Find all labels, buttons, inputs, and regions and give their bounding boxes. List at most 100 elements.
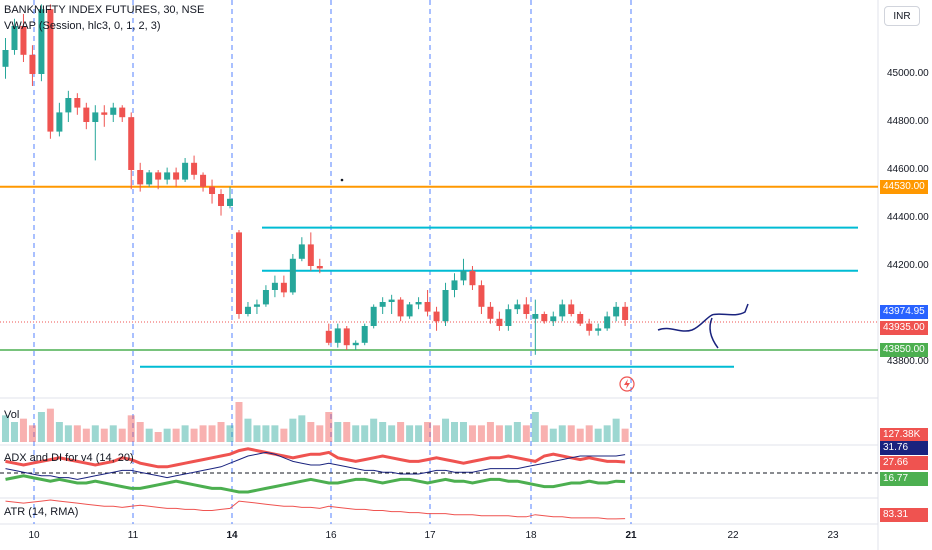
volume-bar: [361, 425, 369, 442]
candle-body: [101, 112, 108, 115]
candle-body: [74, 98, 81, 108]
candle-body: [209, 186, 216, 194]
orange-level-badge: 44530.00: [880, 180, 928, 194]
volume-bar: [558, 425, 566, 442]
volume-bar: [468, 425, 476, 442]
volume-bar: [145, 428, 153, 442]
candle-body: [415, 302, 422, 305]
volume-bar: [540, 425, 548, 442]
volume-bar: [424, 422, 432, 442]
candle-body: [191, 162, 198, 175]
candle-body: [92, 112, 99, 122]
candle-body: [595, 328, 602, 331]
volume-bar: [379, 422, 387, 442]
volume-bar: [262, 425, 270, 442]
volume-bar: [190, 428, 198, 442]
candle-body: [433, 311, 440, 322]
candle-body: [505, 309, 512, 326]
price-tick: 44200.00: [887, 260, 929, 271]
candle-body: [307, 244, 314, 266]
volume-bar: [576, 428, 584, 442]
candle-body: [128, 117, 135, 170]
candle-body: [613, 306, 620, 317]
volume-bar: [208, 425, 216, 442]
candle-body: [110, 107, 117, 115]
currency-button[interactable]: INR: [884, 6, 920, 26]
candle-body: [227, 198, 233, 206]
candle-body: [146, 172, 153, 185]
volume-bar: [585, 425, 593, 442]
volume-bar: [307, 422, 315, 442]
volume-bar: [109, 425, 117, 442]
candle-body: [56, 112, 63, 132]
candle-body: [406, 304, 413, 317]
adx-pane-label[interactable]: ADX and DI for v4 (14, 20): [4, 452, 134, 464]
candle-body: [361, 326, 368, 343]
candle-body: [262, 290, 269, 305]
volume-pane-label[interactable]: Vol: [4, 409, 20, 421]
candle-body: [83, 107, 90, 122]
date-tick: 18: [525, 530, 537, 541]
volume-bar: [2, 415, 9, 442]
volume-bar: [433, 425, 441, 442]
candle-body: [442, 290, 449, 322]
candle-body: [469, 270, 476, 286]
volume-bar: [594, 428, 602, 442]
candle-body: [11, 26, 18, 50]
volume-bar: [73, 425, 81, 442]
candle-body: [65, 98, 72, 113]
candle-body: [622, 306, 629, 320]
volume-bar: [181, 425, 189, 442]
volume-bar: [513, 422, 521, 442]
adx-series-line: [5, 474, 626, 494]
lightning-icon: [619, 376, 635, 392]
atr-badge: 83.31: [880, 508, 928, 522]
candle-body: [604, 316, 611, 329]
adx-badge-a: 31.76: [880, 441, 928, 455]
volume-bar: [226, 425, 234, 442]
volume-bar: [531, 412, 539, 442]
candle-body: [460, 270, 467, 281]
volume-bar: [316, 425, 324, 442]
volume-bar: [46, 408, 54, 442]
candle-body: [424, 302, 431, 312]
date-tick: 16: [325, 530, 337, 541]
candle-body: [325, 330, 332, 343]
vwap-indicator-label[interactable]: VWAP (Session, hlc3, 0, 1, 2, 3): [4, 20, 161, 32]
volume-bar: [603, 425, 611, 442]
candle-body: [496, 318, 503, 326]
adx-series-line: [5, 451, 626, 480]
volume-bar: [199, 425, 207, 442]
volume-badge: 127.38K: [880, 428, 928, 442]
adx-series-line: [5, 447, 626, 469]
candle-body: [586, 323, 593, 331]
volume-bar: [136, 422, 144, 442]
volume-bar: [253, 425, 261, 442]
candle-body: [298, 244, 305, 259]
symbol-title: BANKNIFTY INDEX FUTURES, 30, NSE: [4, 4, 205, 16]
volume-bar: [163, 428, 171, 442]
volume-bar: [406, 425, 414, 442]
volume-bar: [325, 412, 333, 442]
last-price-red-badge: 43935.00: [880, 321, 928, 335]
price-tick: 45000.00: [887, 68, 929, 79]
candle-body: [38, 9, 45, 75]
green-level-badge: 43850.00: [880, 343, 928, 357]
volume-bar: [289, 418, 297, 442]
candle-body: [541, 314, 548, 322]
atr-pane-label[interactable]: ATR (14, RMA): [4, 506, 79, 518]
volume-bar: [271, 425, 279, 442]
adx-badge-b: 27.66: [880, 456, 928, 470]
volume-bar: [459, 422, 467, 442]
volume-bar: [217, 422, 225, 442]
volume-bar: [370, 418, 378, 442]
candle-body: [451, 280, 458, 290]
candle-body: [352, 342, 359, 346]
candle-body: [29, 54, 36, 74]
volume-bar: [477, 425, 485, 442]
volume-bar: [91, 425, 99, 442]
atr-series-line: [5, 499, 626, 520]
drawing-squiggle: [657, 303, 749, 349]
volume-bar: [100, 428, 108, 442]
